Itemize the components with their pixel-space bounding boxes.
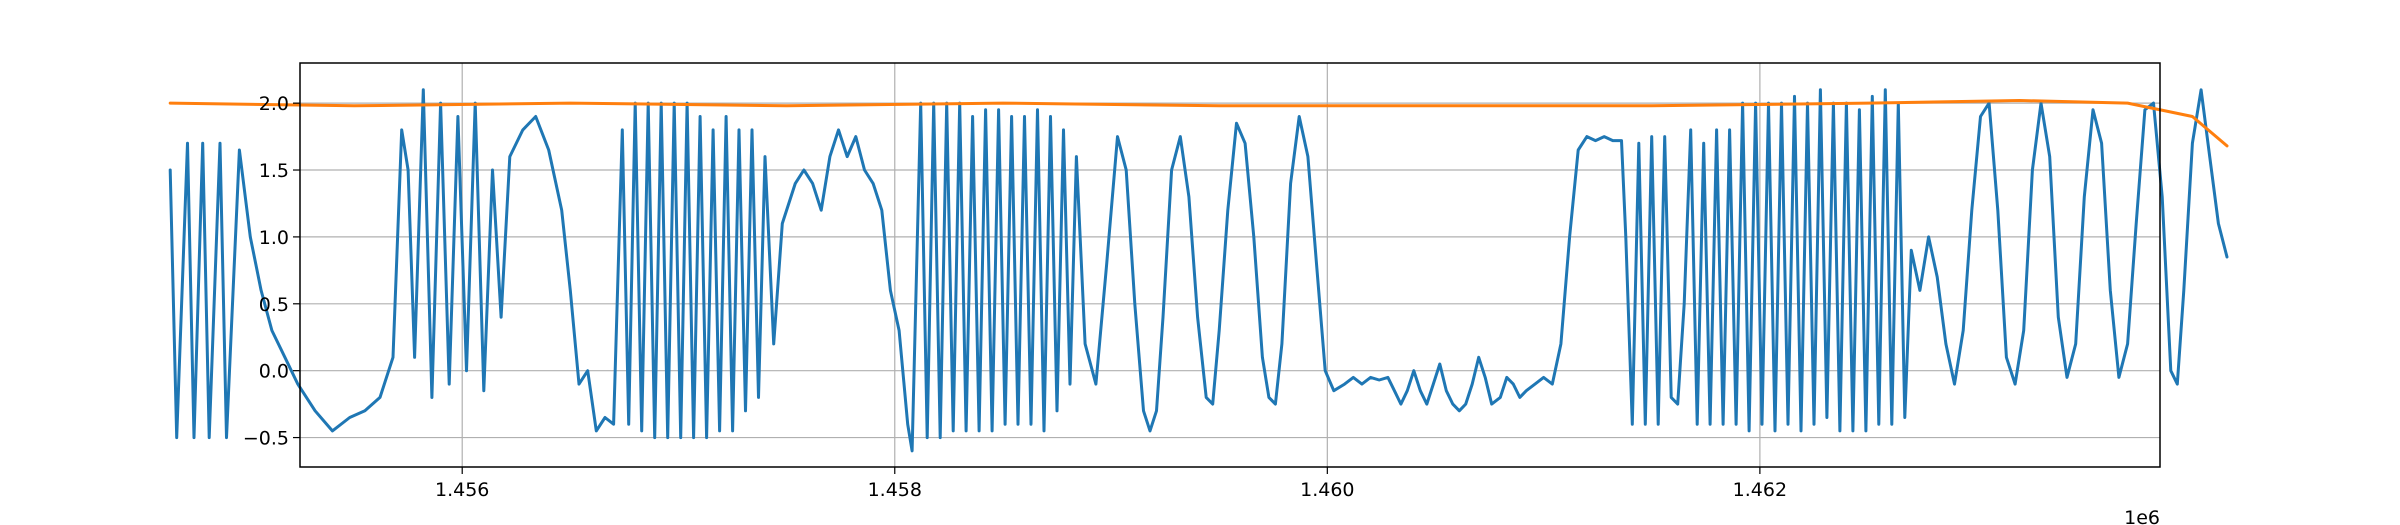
series-layer — [168, 88, 2229, 453]
y-tick-label: 1.0 — [259, 227, 289, 249]
series-line-orange — [168, 99, 2229, 148]
x-tick-label: 1.462 — [1733, 479, 1787, 501]
axis-ticks: 1.456 1.458 1.460 1.462 −0.5 0.0 0.5 1.0 1.5 2.0 — [243, 93, 1787, 501]
y-tick-label: 0.5 — [259, 294, 289, 316]
x-tick-label: 1.458 — [868, 479, 922, 501]
x-axis-offset-label: 1e6 — [2124, 507, 2160, 525]
series-line-blue — [168, 88, 2229, 453]
y-tick-label: 2.0 — [259, 93, 289, 115]
x-tick-label: 1.456 — [435, 479, 489, 501]
y-tick-label: −0.5 — [243, 428, 289, 450]
plot-area-frame — [299, 62, 2161, 468]
y-tick-label: 1.5 — [259, 160, 289, 182]
x-tick-label: 1.460 — [1300, 479, 1354, 501]
y-tick-label: 0.0 — [259, 361, 289, 383]
